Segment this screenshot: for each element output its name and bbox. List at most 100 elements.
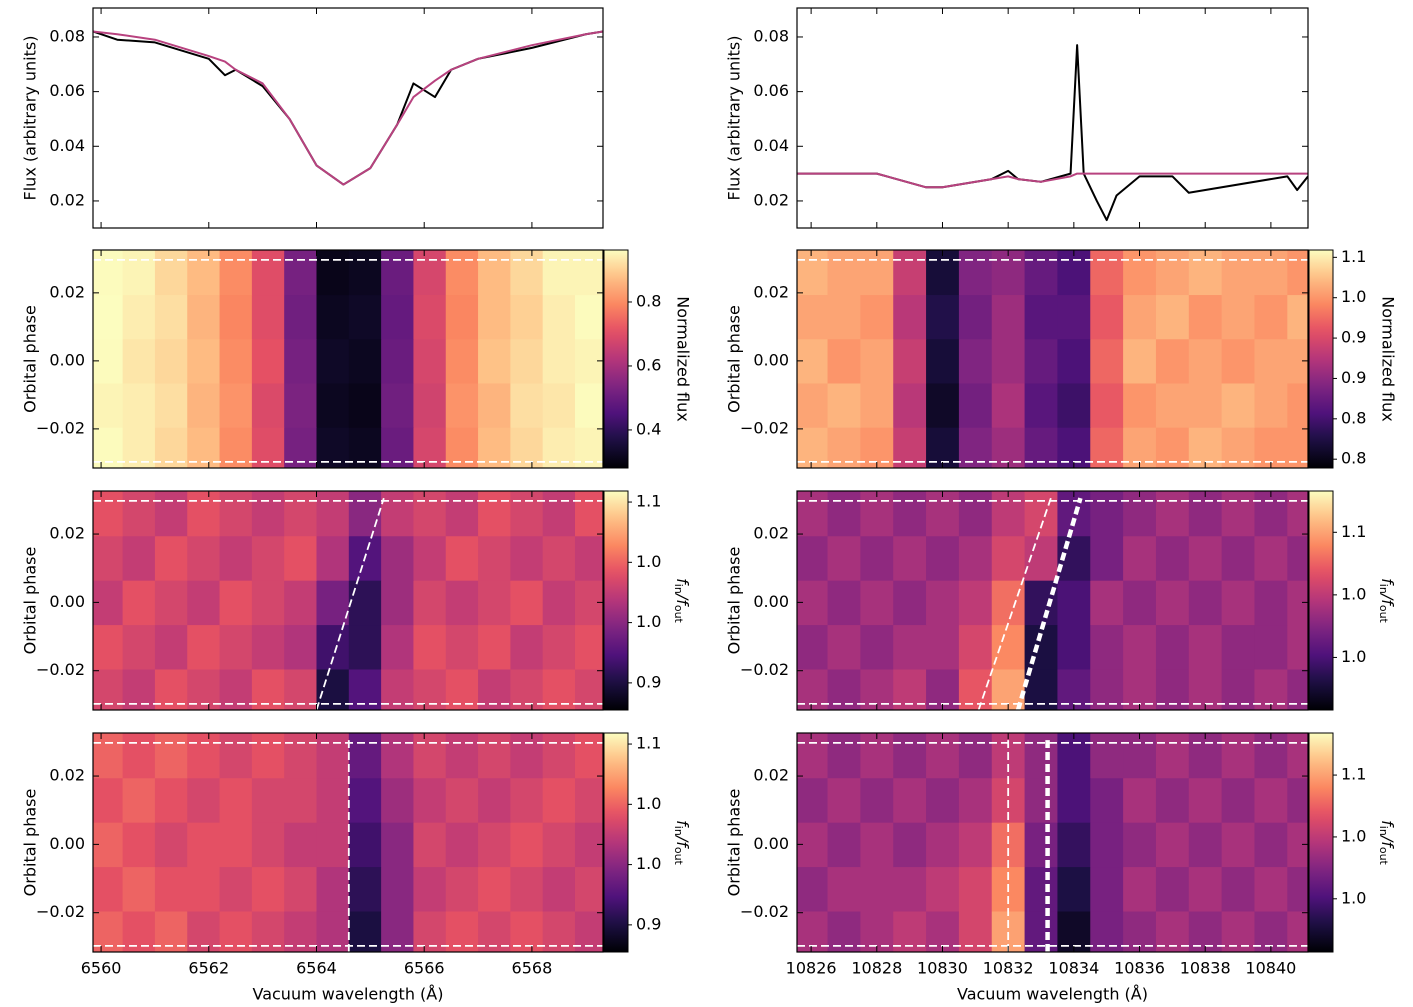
heatmap-cell	[1287, 294, 1308, 340]
heatmap-cell	[381, 338, 414, 384]
y-axis-label: Flux (arbitrary units)	[725, 36, 744, 201]
heatmap-cell	[1221, 250, 1255, 296]
heatmap-cell	[926, 733, 960, 779]
heatmap-cell	[381, 911, 414, 952]
heatmap-cell	[251, 624, 285, 670]
heatmap-cell	[284, 580, 317, 626]
heatmap-cell	[1090, 866, 1124, 912]
heatmap-cell	[219, 250, 253, 296]
colorbar-label-part: f	[1379, 578, 1398, 586]
colorbar-label: Normalized flux	[674, 296, 693, 422]
heatmap-cell	[542, 580, 576, 626]
velocity-guide	[977, 497, 1052, 710]
heatmap-cell	[542, 491, 576, 537]
heatmap-cell	[284, 535, 317, 581]
heatmap-cell	[542, 669, 576, 710]
heatmap-cell	[1221, 382, 1255, 428]
heatmap-cell	[445, 822, 479, 868]
heatmap-cell	[1287, 866, 1308, 912]
heatmap-cell	[187, 866, 221, 912]
heatmap-cell	[827, 294, 861, 340]
heatmap-cell	[1254, 294, 1288, 340]
heatmap-cell	[348, 733, 382, 779]
heatmap-cell	[1254, 866, 1288, 912]
heatmap-cell	[1090, 250, 1124, 296]
heatmap-cell	[478, 250, 511, 296]
heatmap-cell	[122, 382, 156, 428]
heatmap-cell	[542, 866, 576, 912]
heatmap-cell	[1221, 777, 1255, 823]
heatmap-cell	[316, 535, 350, 581]
velocity-guide	[315, 497, 385, 710]
heatmap-cell	[860, 777, 894, 823]
heatmap-cell	[827, 777, 861, 823]
y-tick-label: 0.02	[753, 524, 789, 543]
heatmap-cell	[122, 294, 156, 340]
y-tick-label: −0.02	[36, 902, 85, 921]
heatmap-cell	[93, 535, 124, 581]
heatmap-cell	[1221, 669, 1255, 710]
heatmap-cell	[1287, 580, 1308, 626]
heatmap-cell	[860, 535, 894, 581]
heatmap-cell	[958, 427, 993, 468]
heatmap-cell	[1188, 250, 1223, 296]
colorbar-label-part: f	[674, 578, 693, 586]
heatmap-cell	[926, 822, 960, 868]
heatmap-cell	[316, 822, 350, 868]
heatmap-cell	[316, 777, 350, 823]
colorbar-label-part: in	[672, 826, 685, 836]
heatmap-cell	[510, 535, 544, 581]
heatmap-cell	[251, 427, 285, 468]
heatmap-cell	[860, 338, 894, 384]
y-tick-label: −0.02	[740, 902, 789, 921]
heatmap-cell	[348, 427, 382, 468]
heatmap-cell	[478, 535, 511, 581]
y-axis-label: Orbital phase	[725, 305, 744, 413]
heatmap-cell	[1287, 733, 1308, 779]
heatmap-cell	[381, 427, 414, 468]
heatmap-cell	[122, 580, 156, 626]
heatmap-cell	[251, 338, 285, 384]
y-tick-label: 0.02	[753, 766, 789, 785]
heatmap-cell	[187, 669, 221, 710]
heatmap-cell	[251, 535, 285, 581]
heatmap-cell	[93, 866, 124, 912]
heatmap-cell	[445, 777, 479, 823]
heatmap-cell	[413, 911, 447, 952]
heatmap-cell	[381, 822, 414, 868]
heatmap-cell	[1024, 427, 1058, 468]
heatmap-cell	[1090, 294, 1124, 340]
heatmap-cell	[860, 294, 894, 340]
heatmap-cell	[187, 777, 221, 823]
heatmap-cell	[1123, 624, 1157, 670]
heatmap-cell	[1221, 580, 1255, 626]
heatmap-cell	[958, 911, 993, 952]
heatmap-cell	[958, 250, 993, 296]
heatmap-cell	[510, 338, 544, 384]
heatmap-cell	[860, 624, 894, 670]
heatmap-cell	[284, 911, 317, 952]
axes-frame	[92, 490, 604, 711]
heatmap-cell	[93, 294, 124, 340]
colorbar	[1308, 249, 1334, 469]
colorbar-tick-label: 1.1	[1341, 522, 1366, 541]
heatmap-cell	[991, 491, 1026, 537]
heatmap-cell	[445, 911, 479, 952]
colorbar-tick-label: 0.6	[636, 355, 661, 374]
heatmap-cell	[797, 382, 829, 428]
colorbar-tick-label: 0.9	[636, 672, 661, 691]
y-tick-label: −0.02	[36, 418, 85, 437]
colorbar-tick-label: 1.1	[1341, 765, 1366, 784]
heatmap-cell	[958, 624, 993, 670]
heatmap-cell	[1057, 382, 1091, 428]
x-tick-label: 6568	[512, 959, 553, 978]
colorbar-tick-label: 0.9	[1341, 368, 1366, 387]
heatmap-cell	[860, 733, 894, 779]
heatmap-cell	[478, 733, 511, 779]
heatmap-cell	[187, 338, 221, 384]
heatmap-cell	[348, 580, 382, 626]
heatmap-cell	[381, 535, 414, 581]
heatmap-cell	[413, 866, 447, 912]
heatmap-cell	[510, 911, 544, 952]
heatmap-cell	[154, 822, 188, 868]
